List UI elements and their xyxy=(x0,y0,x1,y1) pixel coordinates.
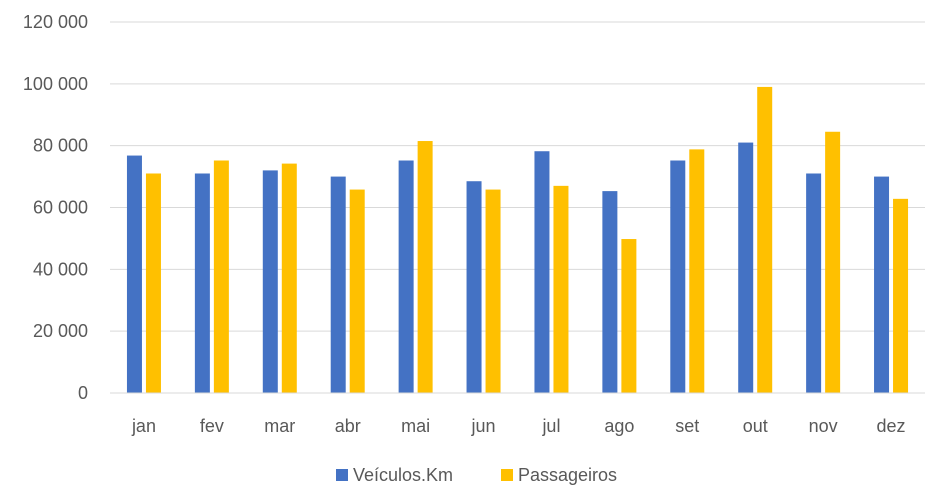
bar-veiculos-km xyxy=(602,191,618,393)
bar-passageiros xyxy=(757,86,773,394)
bar-passageiros xyxy=(689,149,705,393)
bar-veiculos-km xyxy=(806,173,822,393)
x-tick-label: mar xyxy=(264,416,295,436)
y-tick-label: 60 000 xyxy=(33,198,88,218)
bar-veiculos-km xyxy=(874,176,890,393)
x-tick-label: jun xyxy=(471,416,496,436)
bar-passageiros xyxy=(621,239,637,393)
bar-veiculos-km xyxy=(262,170,278,393)
gridlines xyxy=(110,21,925,332)
legend-label: Veículos.Km xyxy=(353,465,453,485)
bars xyxy=(126,86,909,394)
y-tick-label: 40 000 xyxy=(33,259,88,279)
x-tick-label: dez xyxy=(877,416,906,436)
bar-veiculos-km xyxy=(670,160,686,393)
y-tick-label: 100 000 xyxy=(23,74,88,94)
x-tick-label: mai xyxy=(401,416,430,436)
x-tick-label: jul xyxy=(541,416,560,436)
bar-passageiros xyxy=(893,198,909,393)
legend-swatch xyxy=(336,469,348,481)
x-tick-label: out xyxy=(743,416,768,436)
bar-veiculos-km xyxy=(194,173,210,393)
x-tick-label: ago xyxy=(604,416,634,436)
bar-passageiros xyxy=(349,189,365,393)
legend-swatch xyxy=(501,469,513,481)
y-axis-tick-labels: 0 20 000 40 000 60 000 80 000 100 000 120 000 xyxy=(23,12,88,403)
y-tick-label: 120 000 xyxy=(23,12,88,32)
y-tick-label: 80 000 xyxy=(33,136,88,156)
y-tick-label: 0 xyxy=(78,383,88,403)
x-tick-label: fev xyxy=(200,416,224,436)
bar-passageiros xyxy=(281,163,297,393)
legend: Veículos.Km Passageiros xyxy=(336,465,617,485)
bar-veiculos-km xyxy=(330,176,346,393)
y-tick-label: 20 000 xyxy=(33,321,88,341)
bar-veiculos-km xyxy=(398,160,414,393)
bar-veiculos-km xyxy=(466,181,482,393)
bar-veiculos-km xyxy=(534,151,550,393)
x-tick-label: set xyxy=(675,416,699,436)
bar-passageiros xyxy=(145,173,161,393)
bar-passageiros xyxy=(553,185,569,393)
bar-veiculos-km xyxy=(738,142,754,393)
bar-passageiros xyxy=(213,160,229,393)
legend-label: Passageiros xyxy=(518,465,617,485)
bar-passageiros xyxy=(485,189,501,393)
x-tick-label: jan xyxy=(131,416,156,436)
x-axis-tick-labels: jan fev mar abr mai jun jul ago set out nov dez xyxy=(131,416,906,436)
bar-passageiros xyxy=(417,141,433,393)
x-tick-label: nov xyxy=(809,416,838,436)
bar-veiculos-km xyxy=(126,155,142,393)
x-tick-label: abr xyxy=(335,416,361,436)
bar-passageiros xyxy=(825,131,841,394)
